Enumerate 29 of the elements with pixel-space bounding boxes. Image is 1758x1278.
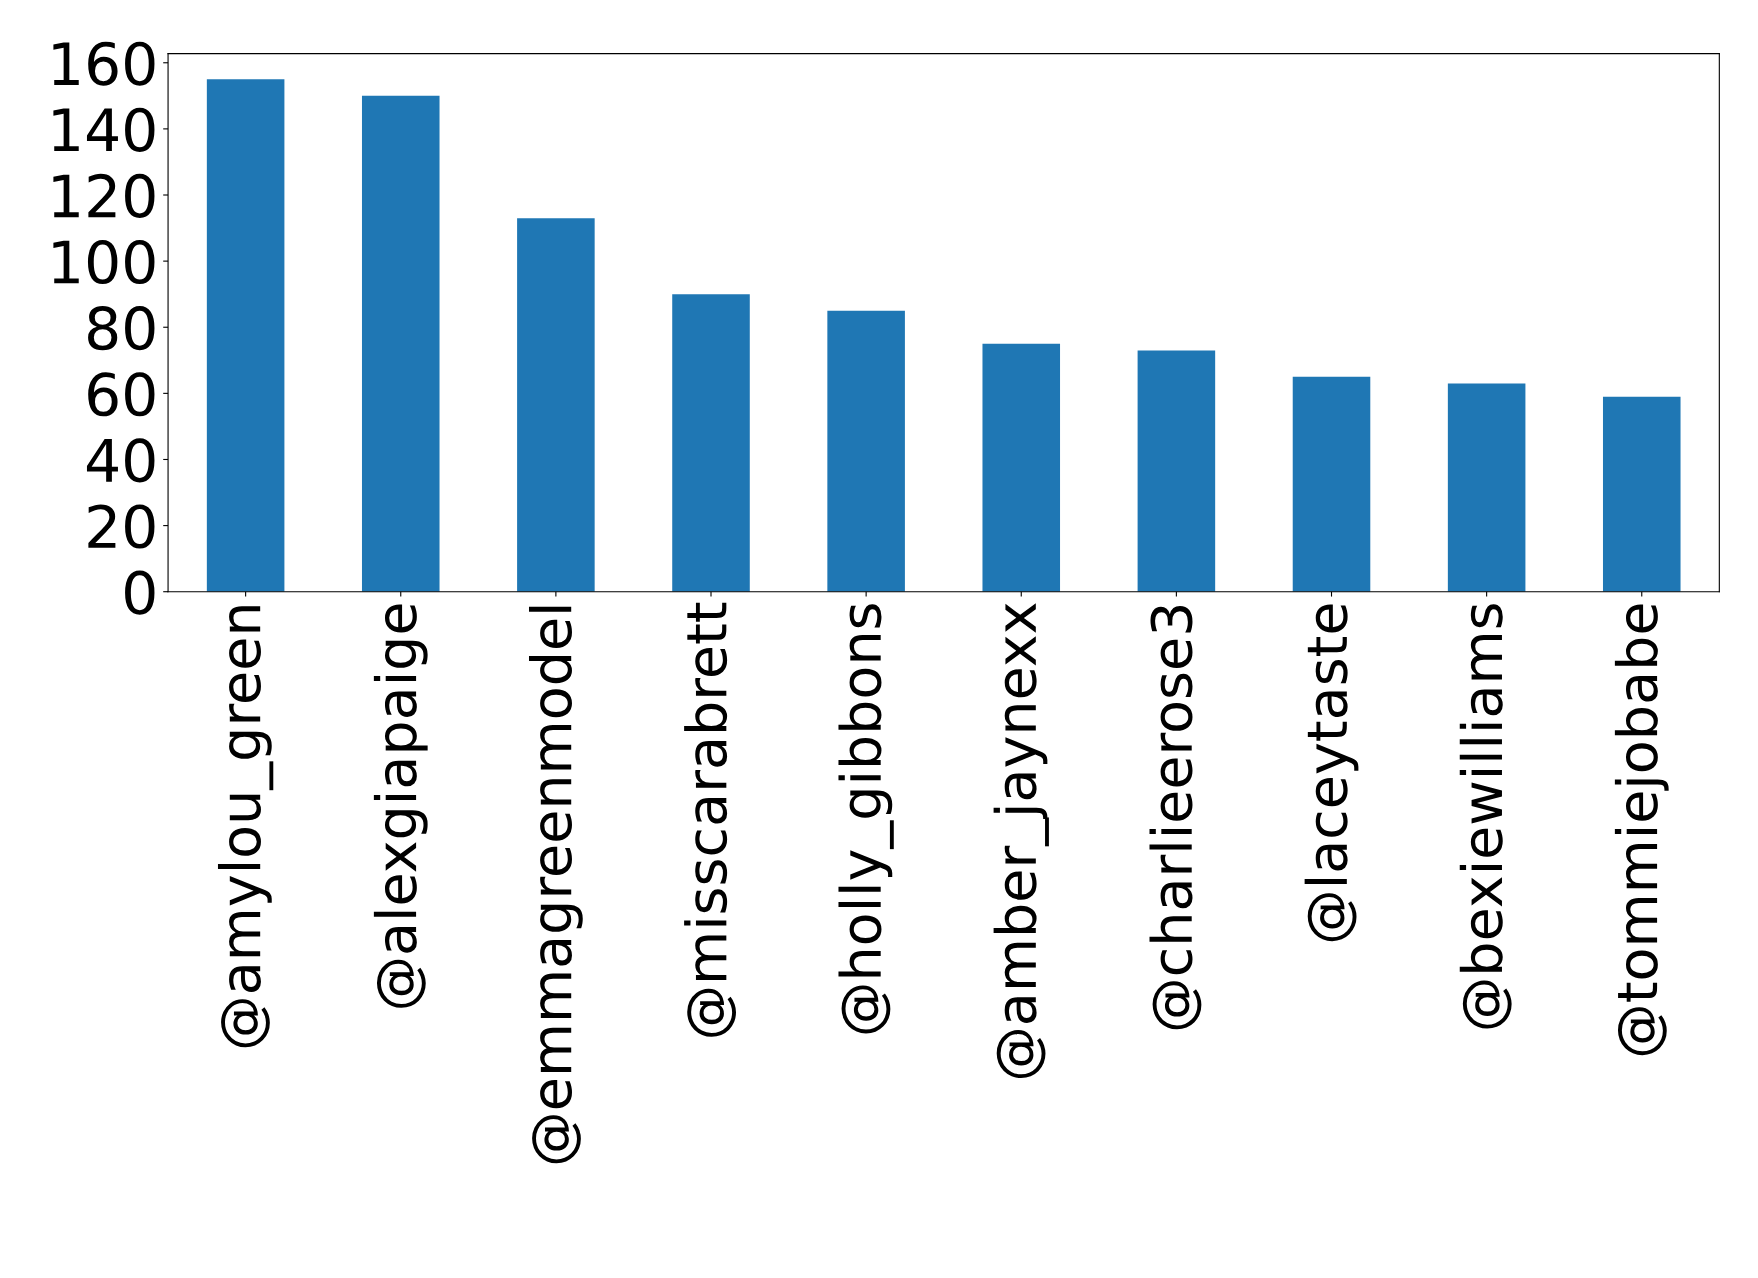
bar [827,310,905,592]
bar [982,343,1061,592]
y-tick-label: 160 [53,41,155,86]
x-tick-label: @charlieerose3 [1149,605,1202,1030]
bar [361,95,440,592]
y-tick-label: 120 [53,173,155,218]
bar [517,218,595,592]
bar [1137,350,1216,592]
y-tick-label: 0 [125,570,155,615]
y-tick-label: 80 [88,306,155,351]
x-tick-label: @misscarabrett [684,602,736,1037]
x-tick-label: @tommiejobabe [1614,604,1669,1056]
y-tick-label: 100 [53,239,155,285]
x-tick-label: @laceytaste [1304,604,1359,942]
y-tick-label: 140 [53,107,155,152]
y-tick-label: 60 [88,372,155,417]
bar [1447,383,1526,592]
x-tick-label: @amylou_green [217,606,274,1048]
x-tick-label: @holly_gibbons [838,604,894,1034]
bar [206,79,285,592]
bar [672,294,750,592]
x-tick-label: @bexiewilliams [1459,604,1512,1029]
bar [1292,376,1371,592]
y-tick-label: 20 [88,504,155,549]
x-tick-label: @emmagreenmodel [529,606,583,1164]
x-tick-label: @alexgiapaige [373,604,428,1008]
y-tick-label: 40 [86,438,155,483]
x-tick-label: @amber_jaynexx [993,603,1049,1079]
bar [1602,396,1681,592]
